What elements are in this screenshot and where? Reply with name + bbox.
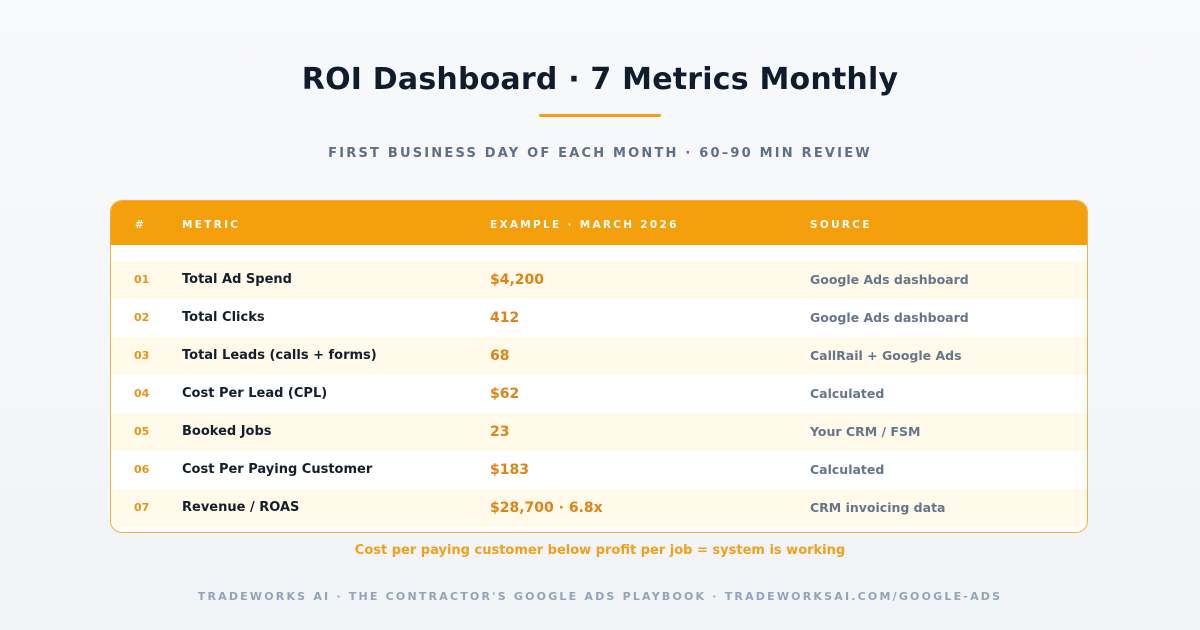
- data-source: Your CRM / FSM: [810, 424, 921, 439]
- title-underline: [539, 114, 661, 117]
- data-source: Calculated: [810, 386, 885, 401]
- column-header-source: SOURCE: [810, 219, 872, 231]
- metric-name: Total Leads (calls + forms): [182, 348, 377, 363]
- row-number: 07: [134, 501, 150, 514]
- table-row: 05 Booked Jobs 23 Your CRM / FSM: [111, 413, 1087, 451]
- data-source: Google Ads dashboard: [810, 272, 969, 287]
- example-value: $62: [490, 386, 520, 402]
- row-number: 02: [134, 311, 150, 324]
- metrics-table: # METRIC EXAMPLE · MARCH 2026 SOURCE 01 …: [110, 200, 1088, 533]
- table-header: # METRIC EXAMPLE · MARCH 2026 SOURCE: [111, 201, 1087, 245]
- metric-name: Total Ad Spend: [182, 272, 292, 287]
- table-row: 07 Revenue / ROAS $28,700 · 6.8x CRM inv…: [111, 489, 1087, 527]
- example-value: $4,200: [490, 272, 545, 288]
- data-source: Calculated: [810, 462, 885, 477]
- footer-credit: TRADEWORKS AI · THE CONTRACTOR'S GOOGLE …: [197, 590, 1003, 603]
- metric-name: Booked Jobs: [182, 424, 272, 439]
- metric-name: Revenue / ROAS: [182, 500, 300, 515]
- footnote: Cost per paying customer below profit pe…: [354, 543, 846, 558]
- data-source: Google Ads dashboard: [810, 310, 969, 325]
- row-number: 03: [134, 349, 150, 362]
- row-number: 04: [134, 387, 150, 400]
- row-number: 01: [134, 273, 150, 286]
- data-source: CallRail + Google Ads: [810, 348, 962, 363]
- example-value: 23: [490, 424, 510, 440]
- data-source: CRM invoicing data: [810, 500, 946, 515]
- metric-name: Cost Per Paying Customer: [182, 462, 373, 477]
- table-row: 03 Total Leads (calls + forms) 68 CallRa…: [111, 337, 1087, 375]
- table-row: 06 Cost Per Paying Customer $183 Calcula…: [111, 451, 1087, 489]
- page-title: ROI Dashboard · 7 Metrics Monthly: [301, 62, 899, 97]
- example-value: 412: [490, 310, 520, 326]
- table-row: 01 Total Ad Spend $4,200 Google Ads dash…: [111, 261, 1087, 299]
- example-value: $183: [490, 462, 529, 478]
- example-value: $28,700 · 6.8x: [490, 500, 603, 516]
- row-number: 06: [134, 463, 150, 476]
- column-header-metric: METRIC: [182, 219, 241, 231]
- example-value: 68: [490, 348, 510, 364]
- metric-name: Cost Per Lead (CPL): [182, 386, 328, 401]
- row-number: 05: [134, 425, 150, 438]
- column-header-example: EXAMPLE · MARCH 2026: [490, 219, 679, 231]
- table-row: 04 Cost Per Lead (CPL) $62 Calculated: [111, 375, 1087, 413]
- metric-name: Total Clicks: [182, 310, 265, 325]
- table-row: 02 Total Clicks 412 Google Ads dashboard: [111, 299, 1087, 337]
- column-header-number: #: [135, 219, 147, 231]
- page-subtitle: FIRST BUSINESS DAY OF EACH MONTH · 60–90…: [328, 146, 872, 161]
